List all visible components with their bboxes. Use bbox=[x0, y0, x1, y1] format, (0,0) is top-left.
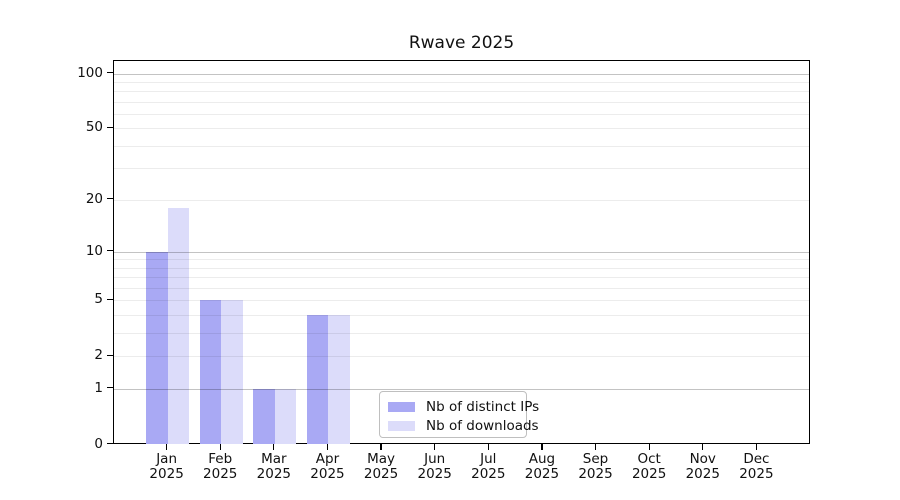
x-tick-year: 2025 bbox=[256, 465, 292, 482]
bar-nb-of-distinct-ips-mar bbox=[253, 388, 275, 445]
x-tick-mark-may bbox=[380, 443, 382, 450]
x-tick-mark-jun bbox=[434, 443, 436, 450]
x-tick-month: Feb bbox=[208, 450, 233, 467]
x-tick-mark-apr bbox=[326, 443, 329, 450]
x-tick-mark-oct bbox=[648, 443, 650, 450]
x-tick-mark-sep bbox=[594, 443, 597, 450]
bar-nb-of-distinct-ips-apr bbox=[306, 315, 329, 445]
legend-label-distinct-ips: Nb of distinct IPs bbox=[426, 398, 540, 415]
x-tick-year: 2025 bbox=[363, 465, 399, 482]
x-tick-year: 2025 bbox=[685, 465, 720, 482]
x-tick-month: Jun bbox=[424, 450, 446, 467]
x-tick-month: Apr bbox=[315, 450, 340, 467]
x-tick-year: 2025 bbox=[578, 465, 613, 482]
chart-title: Rwave 2025 bbox=[408, 33, 515, 53]
x-tick-month: May bbox=[367, 450, 396, 467]
y-tick-label-50: 50 bbox=[85, 119, 103, 136]
x-tick-label-may: May 2025 bbox=[351, 450, 411, 482]
x-tick-year: 2025 bbox=[524, 465, 560, 482]
y-tick-label-2: 2 bbox=[94, 347, 103, 364]
x-tick-mark-jan bbox=[165, 443, 168, 450]
y-tick-mark-1 bbox=[107, 387, 113, 389]
bars-layer bbox=[114, 61, 809, 445]
x-tick-month: Jul bbox=[480, 450, 497, 467]
plot-area bbox=[113, 60, 810, 445]
x-tick-label-jul: Jul 2025 bbox=[458, 450, 518, 482]
x-tick-label-mar: Mar 2025 bbox=[244, 450, 304, 482]
x-tick-month: Sep bbox=[582, 450, 609, 467]
x-tick-mark-aug bbox=[541, 443, 543, 450]
y-tick-mark-0 bbox=[107, 442, 113, 445]
legend-label-downloads: Nb of downloads bbox=[426, 417, 539, 434]
x-tick-month: Aug bbox=[528, 450, 556, 467]
x-tick-month: Nov bbox=[689, 450, 716, 467]
x-tick-label-aug: Aug 2025 bbox=[512, 450, 572, 482]
y-tick-label-1: 1 bbox=[94, 379, 103, 396]
x-tick-year: 2025 bbox=[739, 465, 774, 482]
x-tick-year: 2025 bbox=[149, 465, 184, 482]
y-tick-label-20: 20 bbox=[85, 190, 103, 207]
legend-item-downloads: Nb of downloads bbox=[388, 416, 539, 435]
x-tick-mark-jul bbox=[487, 443, 489, 450]
x-tick-year: 2025 bbox=[203, 465, 238, 482]
bar-nb-of-downloads-jan bbox=[167, 207, 190, 445]
bar-nb-of-downloads-mar bbox=[274, 388, 297, 445]
y-tick-label-5: 5 bbox=[94, 291, 103, 308]
y-tick-mark-10 bbox=[107, 250, 113, 252]
y-tick-label-10: 10 bbox=[85, 242, 103, 259]
legend: Nb of distinct IPs Nb of downloads bbox=[379, 391, 539, 438]
x-tick-month: Dec bbox=[743, 450, 770, 467]
x-tick-label-dec: Dec 2025 bbox=[726, 450, 786, 482]
legend-item-distinct-ips: Nb of distinct IPs bbox=[388, 397, 539, 416]
x-tick-year: 2025 bbox=[310, 465, 345, 482]
x-tick-mark-dec bbox=[755, 443, 758, 450]
x-tick-year: 2025 bbox=[417, 465, 452, 482]
x-tick-label-apr: Apr 2025 bbox=[297, 450, 357, 482]
bar-nb-of-downloads-feb bbox=[221, 300, 243, 445]
x-tick-label-nov: Nov 2025 bbox=[673, 450, 733, 482]
y-tick-mark-2 bbox=[107, 354, 113, 356]
x-tick-year: 2025 bbox=[471, 465, 506, 482]
legend-swatch-distinct-ips bbox=[388, 401, 415, 412]
x-tick-month: Oct bbox=[637, 450, 661, 467]
bar-nb-of-downloads-apr bbox=[328, 315, 350, 445]
bar-nb-of-distinct-ips-feb bbox=[199, 300, 222, 445]
y-tick-mark-5 bbox=[107, 298, 113, 301]
legend-swatch-downloads bbox=[388, 420, 415, 431]
x-tick-year: 2025 bbox=[631, 465, 667, 482]
x-tick-label-sep: Sep 2025 bbox=[566, 450, 626, 482]
x-tick-label-jan: Jan 2025 bbox=[137, 450, 197, 482]
x-tick-mark-feb bbox=[219, 443, 221, 450]
y-tick-label-0: 0 bbox=[94, 435, 103, 452]
x-tick-label-feb: Feb 2025 bbox=[190, 450, 250, 482]
x-tick-label-jun: Jun 2025 bbox=[405, 450, 465, 482]
y-tick-label-100: 100 bbox=[77, 64, 103, 81]
x-tick-label-oct: Oct 2025 bbox=[619, 450, 679, 482]
y-tick-mark-50 bbox=[107, 126, 113, 129]
y-tick-mark-100 bbox=[107, 71, 113, 74]
x-tick-mark-nov bbox=[702, 443, 704, 450]
bar-nb-of-distinct-ips-jan bbox=[146, 251, 168, 445]
x-tick-mark-mar bbox=[273, 443, 275, 450]
y-tick-mark-20 bbox=[107, 198, 113, 200]
x-tick-month: Mar bbox=[261, 450, 287, 467]
x-tick-month: Jan bbox=[156, 450, 178, 467]
